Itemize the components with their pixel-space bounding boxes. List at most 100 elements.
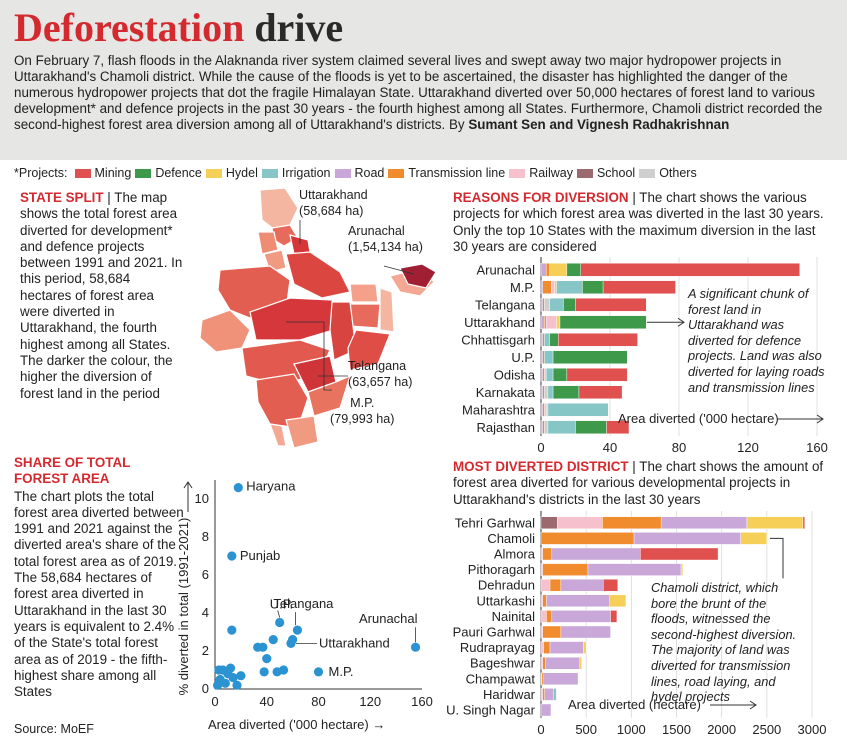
x-axis-arrow <box>777 414 824 424</box>
scatter-point <box>227 551 237 561</box>
bar-segment <box>556 315 561 329</box>
scatter-point <box>410 642 421 652</box>
map-gujarat <box>199 309 251 353</box>
legend-swatch <box>74 168 91 178</box>
bar-segment <box>540 594 544 608</box>
district-annotation: Chamoli district, which bore the brunt o… <box>651 580 797 705</box>
legend-swatch <box>576 168 593 178</box>
project-legend: *Projects: Mining Defence Hydel Irrigation R… <box>14 166 701 180</box>
category-label: Dehradun <box>478 578 535 593</box>
category-label: M.P. <box>510 280 535 295</box>
bar-segment <box>552 368 568 382</box>
legend-label: Road <box>354 166 385 180</box>
legend-swatch <box>261 168 278 178</box>
x-tick-label: 0 <box>537 440 544 453</box>
label-telangana-name: Telangana <box>348 359 407 373</box>
bar-segment <box>566 368 628 382</box>
scatter-point <box>232 680 242 690</box>
label-mp-name: M.P. <box>350 396 375 410</box>
bar-segment <box>542 594 547 608</box>
scatter-point <box>268 635 278 645</box>
bar-segment <box>542 656 546 670</box>
share-text: The chart plots the total forest area di… <box>14 488 184 700</box>
scatter-y-tick: 10 <box>195 491 209 506</box>
bar-segment <box>542 688 545 701</box>
bar-segment <box>557 516 603 530</box>
x-tick-label: 500 <box>575 722 597 737</box>
x-axis-label: Area diverted ('000 hectare) <box>618 411 779 426</box>
legend-label: Transmission line <box>408 166 506 180</box>
x-tick-label: 1500 <box>662 722 691 737</box>
scatter-y-tick: 4 <box>202 605 209 620</box>
scatter-point <box>236 671 246 681</box>
title-part-1: Deforestation <box>14 5 245 50</box>
scatter-point <box>275 617 285 628</box>
label-arunachal-value: (1,54,134 ha) <box>348 239 423 254</box>
scatter-point <box>233 483 243 493</box>
reasons-text: The chart shows the various projects for… <box>453 190 824 254</box>
leader-mp <box>286 321 332 391</box>
bar-segment <box>543 672 579 686</box>
bar-segment <box>556 280 583 294</box>
label-telangana-value: (63,657 ha) <box>348 374 413 389</box>
legend-item: Mining <box>74 166 132 180</box>
legend-label: Mining <box>94 166 132 180</box>
scatter-chart: 0 40 80 120 160 0 2 4 6 8 10 Area diverted ('000 he… <box>176 479 433 732</box>
map-jharkhand <box>349 303 381 329</box>
bar-segment <box>540 703 552 717</box>
scatter-point <box>228 673 238 683</box>
legend-item: Irrigation <box>261 166 331 180</box>
legend-swatch <box>205 168 222 178</box>
bar-segment <box>633 532 741 545</box>
bar-segment <box>540 368 543 382</box>
bar-segment <box>540 656 544 670</box>
scatter-y-label: % diverted in total (1991-2021) <box>176 518 191 696</box>
bar-segment <box>542 385 545 399</box>
leader-arunachal <box>383 265 415 275</box>
bar-segment <box>540 688 544 701</box>
bar-segment <box>606 420 630 434</box>
bar-segment <box>541 672 544 686</box>
bar-segment <box>602 280 676 294</box>
category-label: Odisha <box>494 367 536 382</box>
x-tick-label: 3000 <box>798 722 827 737</box>
bar-segment <box>540 385 543 399</box>
category-label: Almora <box>494 547 536 562</box>
reasons-heading: REASONS FOR DIVERSION <box>453 190 629 205</box>
intro-paragraph: On February 7, flash floods in the Alakn… <box>14 53 834 133</box>
bar-segment <box>552 350 628 364</box>
legend-prefix: *Projects: <box>14 166 68 180</box>
category-label: Pithoragarh <box>468 562 535 577</box>
legend-swatch <box>388 168 405 178</box>
bar-segment <box>544 403 547 417</box>
bar-segment <box>602 516 662 530</box>
bar-segment <box>582 280 604 294</box>
x-tick-label: 160 <box>806 440 828 453</box>
bar-segment <box>546 594 610 608</box>
bar-segment <box>542 563 589 576</box>
legend-items: Mining Defence Hydel Irrigation Road Transmis… <box>74 166 701 180</box>
state-split-heading: STATE SPLIT <box>20 190 104 205</box>
map-up <box>285 251 351 299</box>
bar-segment <box>580 263 800 277</box>
legend-swatch <box>639 168 656 178</box>
x-tick-label: 80 <box>672 440 686 453</box>
bar-segment <box>540 578 551 592</box>
bar-segment <box>802 516 805 530</box>
bar-segment <box>540 333 543 347</box>
scatter-x-tick: 0 <box>211 694 218 709</box>
bar-segment <box>740 532 768 545</box>
bar-segment <box>549 641 584 654</box>
bar-segment <box>560 578 604 592</box>
scatter-point <box>313 667 324 677</box>
bar-segment <box>551 547 641 561</box>
scatter-x-tick: 40 <box>260 694 274 709</box>
x-tick-label: 1000 <box>617 722 646 737</box>
reasons-annotation-arrow <box>647 317 685 327</box>
district-annotation-leader <box>770 537 784 579</box>
bar-segment <box>542 368 545 382</box>
bar-segment <box>545 315 557 329</box>
bar-segment <box>545 403 549 417</box>
scatter-point-label: Telangana <box>273 596 334 611</box>
